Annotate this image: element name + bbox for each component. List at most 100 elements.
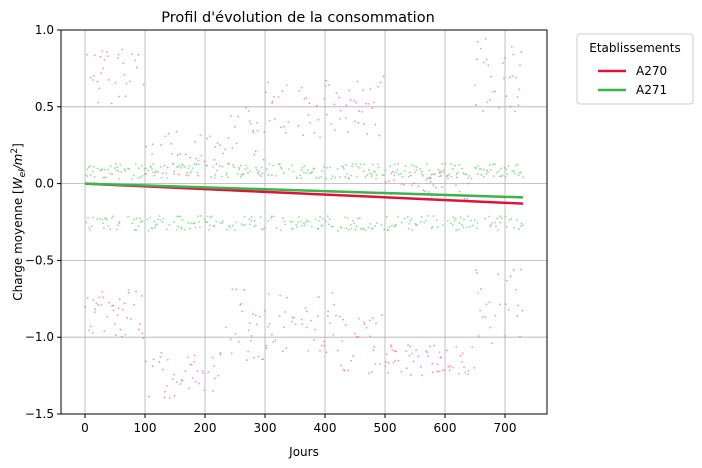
data-point-a270	[96, 80, 99, 83]
data-point-a270	[247, 171, 249, 174]
data-point-a271	[272, 164, 275, 167]
data-point-a270	[403, 183, 405, 186]
data-point-a270	[138, 328, 140, 331]
data-point-a271	[448, 173, 451, 176]
data-point-a270	[358, 110, 361, 113]
data-point-a271	[193, 163, 196, 165]
data-point-a270	[319, 136, 321, 139]
data-point-a271	[438, 175, 441, 178]
data-point-a271	[400, 221, 403, 224]
data-point-a270	[428, 191, 430, 193]
data-point-a270	[365, 102, 367, 105]
data-point-a270	[97, 101, 100, 104]
data-point-a270	[103, 330, 106, 333]
data-point-a271	[450, 222, 452, 225]
data-point-a271	[364, 229, 367, 232]
data-point-a271	[143, 168, 146, 171]
data-point-a271	[135, 229, 138, 232]
data-point-a271	[397, 173, 400, 176]
data-point-a270	[492, 90, 494, 93]
data-point-a271	[265, 168, 268, 171]
data-point-a271	[115, 228, 118, 231]
data-point-a271	[210, 215, 213, 218]
data-point-a271	[455, 229, 458, 232]
data-point-a270	[214, 146, 217, 148]
data-point-a270	[400, 370, 403, 373]
data-point-a270	[107, 79, 110, 81]
data-point-a271	[490, 223, 492, 226]
data-point-a271	[318, 220, 320, 222]
data-point-a270	[425, 179, 428, 181]
data-point-a270	[504, 335, 506, 337]
data-point-a270	[207, 371, 210, 374]
data-point-a271	[394, 163, 396, 166]
data-point-a271	[404, 165, 407, 167]
data-point-a270	[89, 325, 92, 328]
data-point-a271	[516, 163, 519, 166]
data-point-a271	[244, 168, 247, 170]
data-point-a270	[436, 363, 439, 366]
data-point-a270	[486, 101, 489, 104]
data-point-a271	[377, 166, 380, 169]
data-point-a271	[359, 227, 362, 230]
data-point-a270	[243, 289, 246, 291]
data-point-a271	[305, 172, 308, 174]
data-point-a270	[448, 369, 451, 372]
data-point-a270	[366, 133, 369, 135]
data-point-a271	[177, 225, 179, 228]
data-point-a271	[401, 176, 404, 179]
data-point-a271	[255, 166, 257, 169]
data-point-a270	[373, 345, 376, 348]
data-point-a271	[133, 229, 136, 231]
data-point-a270	[393, 350, 396, 352]
data-point-a271	[441, 162, 444, 165]
data-point-a270	[305, 96, 308, 99]
data-point-a270	[335, 92, 338, 94]
data-point-a271	[483, 168, 486, 171]
data-point-a271	[115, 169, 118, 172]
data-point-a270	[135, 66, 138, 69]
data-point-a270	[86, 53, 88, 56]
data-point-a270	[184, 370, 187, 373]
data-point-a270	[333, 103, 336, 106]
data-point-a271	[367, 168, 370, 171]
data-point-a271	[141, 174, 144, 177]
data-point-a271	[325, 177, 327, 180]
data-point-a271	[387, 229, 390, 232]
data-point-a270	[326, 315, 329, 318]
data-point-a270	[485, 58, 488, 61]
data-point-a271	[111, 173, 114, 176]
data-point-a271	[296, 226, 298, 228]
data-point-a271	[309, 171, 311, 174]
data-point-a270	[298, 89, 301, 92]
data-point-a271	[124, 169, 127, 172]
data-point-a271	[346, 173, 348, 175]
y-tick-label: −0.5	[25, 253, 54, 267]
data-point-a270	[449, 364, 452, 367]
data-point-a270	[397, 359, 400, 362]
data-point-a270	[185, 153, 187, 156]
data-point-a270	[113, 323, 116, 325]
data-point-a271	[396, 169, 399, 171]
data-point-a270	[186, 171, 188, 174]
data-point-a270	[371, 107, 374, 109]
data-point-a271	[236, 173, 239, 175]
data-point-a270	[412, 360, 415, 363]
data-point-a270	[463, 197, 466, 200]
data-point-a270	[253, 356, 255, 359]
data-point-a271	[259, 216, 262, 218]
data-point-a271	[310, 172, 313, 175]
data-point-a271	[306, 219, 308, 222]
data-point-a271	[155, 170, 157, 172]
data-point-a271	[158, 215, 161, 217]
data-point-a270	[325, 79, 328, 82]
data-point-a271	[112, 215, 114, 218]
data-point-a271	[465, 173, 468, 176]
data-point-a270	[348, 89, 351, 92]
data-point-a270	[91, 332, 94, 334]
data-point-a271	[89, 165, 92, 167]
data-point-a271	[181, 163, 184, 166]
data-point-a270	[400, 183, 403, 185]
data-point-a271	[382, 174, 385, 176]
data-point-a271	[103, 227, 105, 230]
